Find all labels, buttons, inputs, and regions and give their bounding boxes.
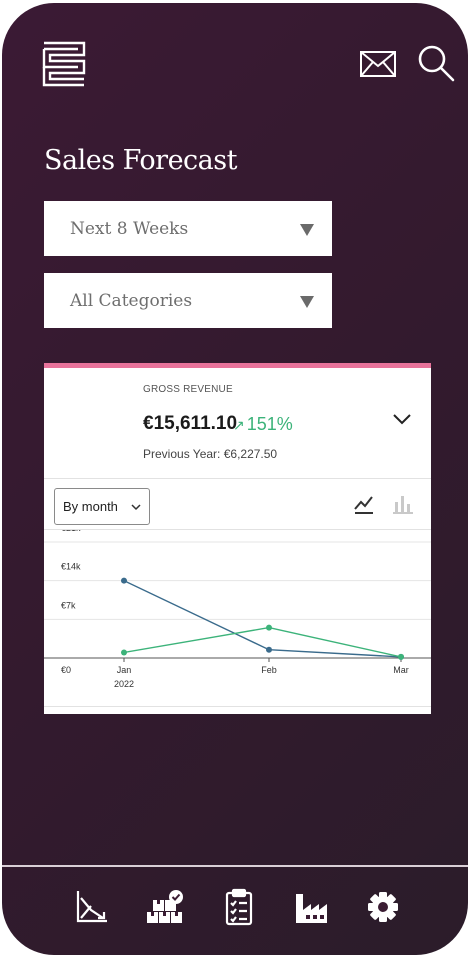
x-tick-sublabel: 2022 xyxy=(114,679,134,689)
app-screen: Sales Forecast Next 8 Weeks All Categori… xyxy=(2,3,468,955)
data-point xyxy=(266,624,272,631)
chevron-down-icon xyxy=(131,504,141,511)
revenue-line-chart: €0 €7k €14k €21k Jan 2022 Feb Mar xyxy=(44,530,431,689)
inventory-boxes-icon[interactable] xyxy=(146,888,184,926)
divider xyxy=(44,529,431,530)
growth-indicator: ↗ 151% xyxy=(233,414,293,435)
line-chart-icon[interactable] xyxy=(353,493,375,515)
chevron-down-icon[interactable] xyxy=(393,413,411,425)
revenue-amount: €15,611.10 xyxy=(143,413,238,434)
card-accent-bar xyxy=(44,363,431,368)
period-select[interactable]: Next 8 Weeks xyxy=(44,201,332,256)
bottom-nav-divider xyxy=(2,865,468,867)
x-tick-label: Mar xyxy=(393,665,409,675)
data-point xyxy=(266,646,272,653)
x-tick-label: Jan xyxy=(117,665,132,675)
grouping-select-value: By month xyxy=(63,499,118,514)
x-tick-label: Feb xyxy=(261,665,277,675)
growth-value: 151% xyxy=(246,414,293,434)
divider xyxy=(44,706,431,707)
grouping-select[interactable]: By month xyxy=(54,488,150,525)
y-tick-label: €0 xyxy=(61,665,71,675)
caret-down-icon xyxy=(300,224,314,236)
data-point xyxy=(121,649,127,656)
divider xyxy=(44,478,431,479)
data-point xyxy=(398,653,404,660)
clipboard-checklist-icon[interactable] xyxy=(220,888,258,926)
category-select[interactable]: All Categories xyxy=(44,273,332,328)
mail-icon[interactable] xyxy=(359,49,397,79)
y-tick-label: €14k xyxy=(61,562,81,572)
caret-down-icon xyxy=(300,296,314,308)
bar-chart-icon[interactable] xyxy=(392,493,414,515)
trend-chart-icon[interactable] xyxy=(72,888,110,926)
period-select-value: Next 8 Weeks xyxy=(70,218,189,239)
series-line xyxy=(123,626,402,658)
category-select-value: All Categories xyxy=(70,290,193,311)
brand-logo-icon xyxy=(42,41,86,87)
arrow-up-right-icon: ↗ xyxy=(233,417,245,433)
factory-icon[interactable] xyxy=(294,888,332,926)
search-icon[interactable] xyxy=(416,43,456,83)
settings-gear-icon[interactable] xyxy=(364,888,402,926)
y-tick-label: €21k xyxy=(61,530,81,533)
data-point xyxy=(121,577,127,584)
previous-year-value: Previous Year: €6,227.50 xyxy=(143,447,278,461)
card-label: GROSS REVENUE xyxy=(143,384,233,395)
gross-revenue-card: GROSS REVENUE €15,611.10 ↗ 151% Previous … xyxy=(44,363,431,714)
page-title: Sales Forecast xyxy=(44,145,237,176)
y-tick-label: €7k xyxy=(61,600,76,610)
